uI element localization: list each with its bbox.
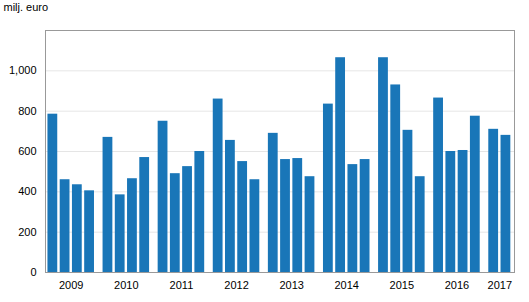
svg-text:2015: 2015 [390, 279, 414, 291]
svg-text:2016: 2016 [445, 279, 469, 291]
svg-text:800: 800 [18, 105, 36, 117]
svg-text:2010: 2010 [114, 279, 138, 291]
svg-text:2011: 2011 [170, 279, 194, 291]
svg-text:2017: 2017 [488, 279, 512, 291]
svg-text:2014: 2014 [334, 279, 358, 291]
svg-text:milj. euro: milj. euro [4, 1, 49, 13]
svg-text:0: 0 [30, 266, 36, 278]
svg-text:200: 200 [18, 226, 36, 238]
svg-text:2009: 2009 [59, 279, 83, 291]
svg-text:2013: 2013 [279, 279, 303, 291]
svg-text:400: 400 [18, 185, 36, 197]
svg-text:1,000: 1,000 [9, 64, 37, 76]
svg-text:2012: 2012 [224, 279, 248, 291]
svg-text:600: 600 [18, 145, 36, 157]
